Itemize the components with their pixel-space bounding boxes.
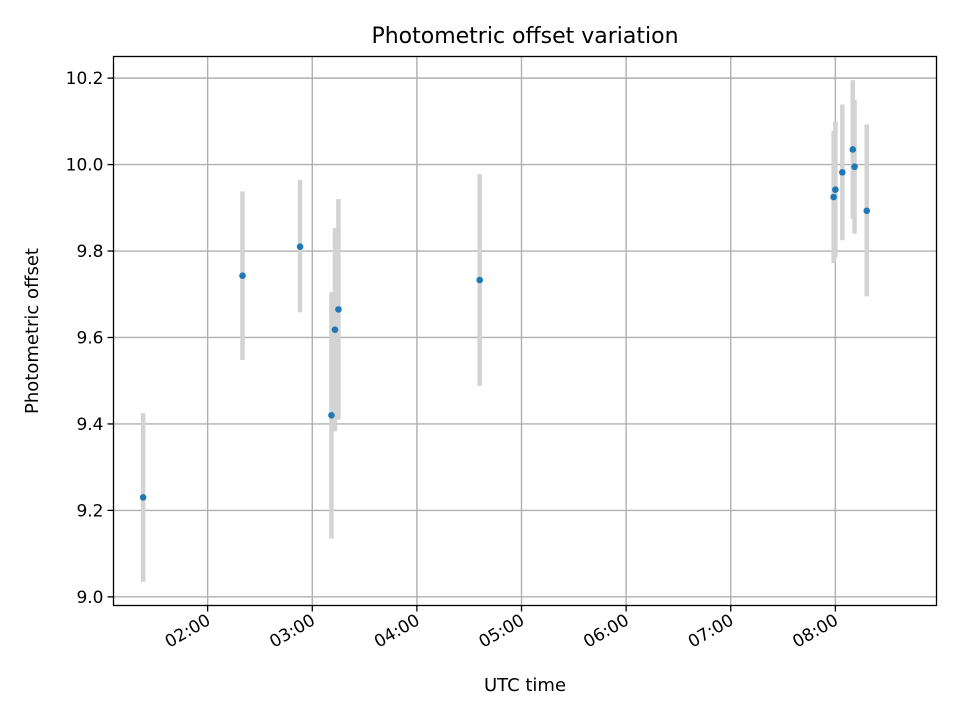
data-point xyxy=(335,306,342,313)
data-points xyxy=(139,146,871,501)
y-tick-label: 9.8 xyxy=(76,242,103,262)
data-point xyxy=(296,243,304,251)
y-tick-label: 10.0 xyxy=(66,156,104,176)
data-point xyxy=(139,494,147,501)
x-tick-label: 02:00 xyxy=(162,611,214,653)
data-point xyxy=(830,193,837,201)
x-tick-label: 05:00 xyxy=(476,611,528,653)
x-tick-label: 06:00 xyxy=(580,611,632,653)
plot-frame xyxy=(112,55,938,607)
grid-layer xyxy=(113,56,937,606)
ticks: 9.0 9.2 9.4 9.6 9.8 10.0 10.2 02:00 03:00 04:00 05… xyxy=(66,69,842,652)
x-tick-label: 08:00 xyxy=(789,611,841,653)
y-tick-label: 9.6 xyxy=(76,328,103,348)
x-tick-label: 03:00 xyxy=(266,611,318,653)
chart-title: Photometric offset variation xyxy=(371,24,678,49)
y-tick-label: 9.0 xyxy=(76,588,103,608)
y-tick-label: 9.2 xyxy=(76,501,103,521)
data-point xyxy=(832,186,839,193)
data-point xyxy=(851,163,858,171)
y-axis-label: Photometric offset xyxy=(22,248,43,414)
x-tick-label: 04:00 xyxy=(371,611,423,653)
x-axis-label: UTC time xyxy=(484,675,566,696)
x-tick-label: 07:00 xyxy=(685,611,737,653)
data-point xyxy=(331,326,339,334)
error-bars xyxy=(140,80,870,582)
data-point xyxy=(849,146,857,153)
y-tick-label: 10.2 xyxy=(66,69,104,89)
y-tick-label: 9.4 xyxy=(76,415,103,435)
data-point xyxy=(239,272,246,279)
data-point xyxy=(476,276,483,284)
data-point xyxy=(863,207,871,215)
data-point xyxy=(839,169,846,176)
data-point xyxy=(328,411,335,419)
